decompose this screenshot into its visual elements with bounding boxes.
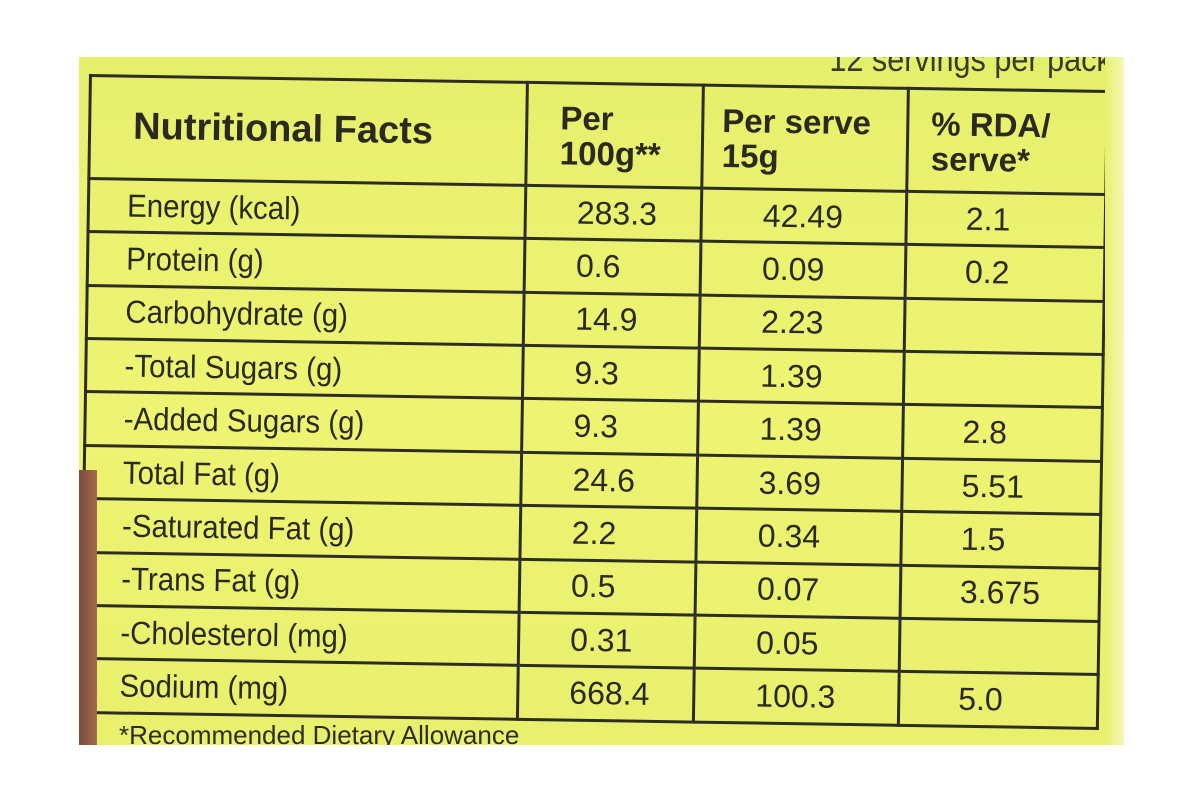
per-serve-value-cell: 1.39 [697,401,904,459]
per-serve-value-cell: 1.39 [698,348,905,405]
nutrient-name-cell: Carbohydrate (g) [86,285,490,345]
rda-value-cell [899,618,1100,675]
nutrient-name-cell: Energy (kcal) [88,178,491,239]
rda-value-cell: 2.8 [902,404,1103,462]
table-title: Nutritional Facts [88,75,528,186]
footnote-text: *Recommended Dietary Allowance [119,720,520,745]
package-label: 12 servings per pack Nutritional Facts P… [79,57,1124,745]
per-100g-value-cell: 0.6 [524,238,701,295]
column-header-rda: % RDA/ serve* [906,88,1108,195]
per-100g-value-cell: 9.3 [522,345,700,402]
nutrient-name-cell: -Added Sugars (g) [84,391,488,452]
column-header-per-100g: Per 100g** [525,82,704,188]
per-100g-value-cell: 0.31 [518,612,696,669]
nutrient-name-cell: Total Fat (g) [83,445,487,506]
per-serve-value-cell: 3.69 [696,454,903,512]
rda-value-cell: 2.1 [905,191,1106,248]
nutrient-name-cell: Sodium (mg) [80,658,484,719]
per-100g-value-cell: 14.9 [523,291,701,349]
per-serve-value-cell: 2.23 [699,294,906,352]
rda-value-cell: 0.2 [905,244,1105,302]
nutrient-name-cell: -Cholesterol (mg) [81,605,485,666]
nutrient-name-cell: -Trans Fat (g) [82,552,485,612]
nutrient-name-cell: Protein (g) [87,231,491,292]
column-header-per-serve: Per serve 15g [701,85,909,192]
rda-value-cell [904,297,1105,355]
rda-value-cell: 5.0 [898,671,1099,729]
servings-per-pack-text: 12 servings per pack [829,57,1112,79]
per-serve-value-cell: 0.34 [695,508,902,565]
per-serve-value-cell: 42.49 [700,187,907,245]
nutrient-name-cell: -Saturated Fat (g) [82,498,486,559]
packaging-edge-brown [79,470,97,745]
rda-value-cell: 5.51 [901,458,1102,515]
nutrient-name-cell: -Total Sugars (g) [85,338,489,399]
per-100g-value-cell: 24.6 [520,452,698,509]
per-100g-value-cell: 2.2 [519,505,697,562]
rda-value-cell: 1.5 [900,511,1101,569]
per-serve-value-cell: 0.09 [700,241,906,298]
per-100g-value-cell: 283.3 [524,185,702,242]
header-row: Nutritional Facts Per 100g** Per serve 1… [88,75,1108,195]
per-serve-value-cell: 100.3 [693,668,900,726]
per-serve-value-cell: 0.05 [694,615,901,672]
per-100g-value-cell: 9.3 [521,398,699,455]
nutrition-facts-table: Nutritional Facts Per 100g** Per serve 1… [79,74,1109,730]
rda-value-cell [903,351,1104,408]
per-100g-value-cell: 0.5 [519,558,696,616]
per-serve-value-cell: 0.07 [695,561,901,619]
per-100g-value-cell: 668.4 [517,665,695,723]
rda-value-cell: 3.675 [900,564,1100,622]
packaging-edge-glare [1105,57,1124,745]
